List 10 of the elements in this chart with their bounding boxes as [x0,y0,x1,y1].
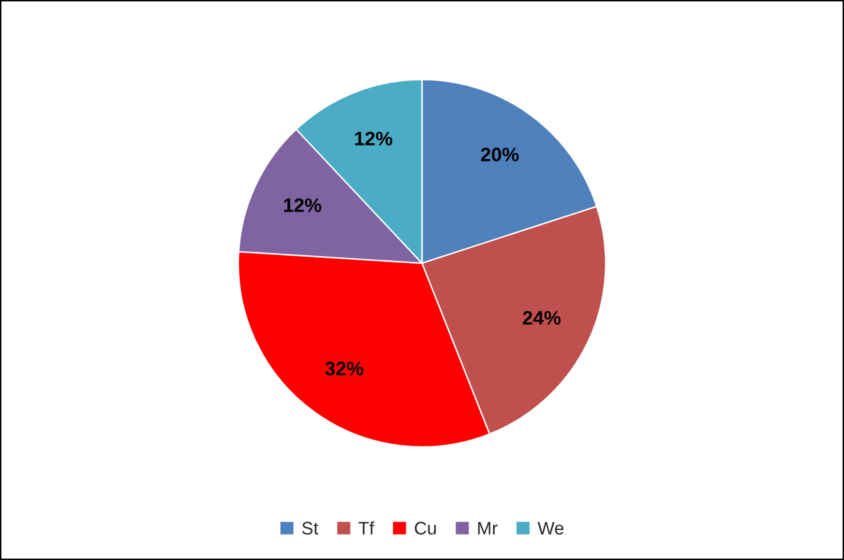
data-label: 20% [480,148,519,162]
data-label: 32% [325,362,364,376]
legend-label: Tf [358,521,374,534]
legend-label: Cu [414,522,436,535]
legend-label: St [302,522,318,535]
data-label: 24% [522,310,561,325]
legend-label: Mr [478,522,498,534]
data-label: 12% [355,132,392,146]
legend-label: We [538,522,564,535]
data-label: 12% [284,198,322,212]
